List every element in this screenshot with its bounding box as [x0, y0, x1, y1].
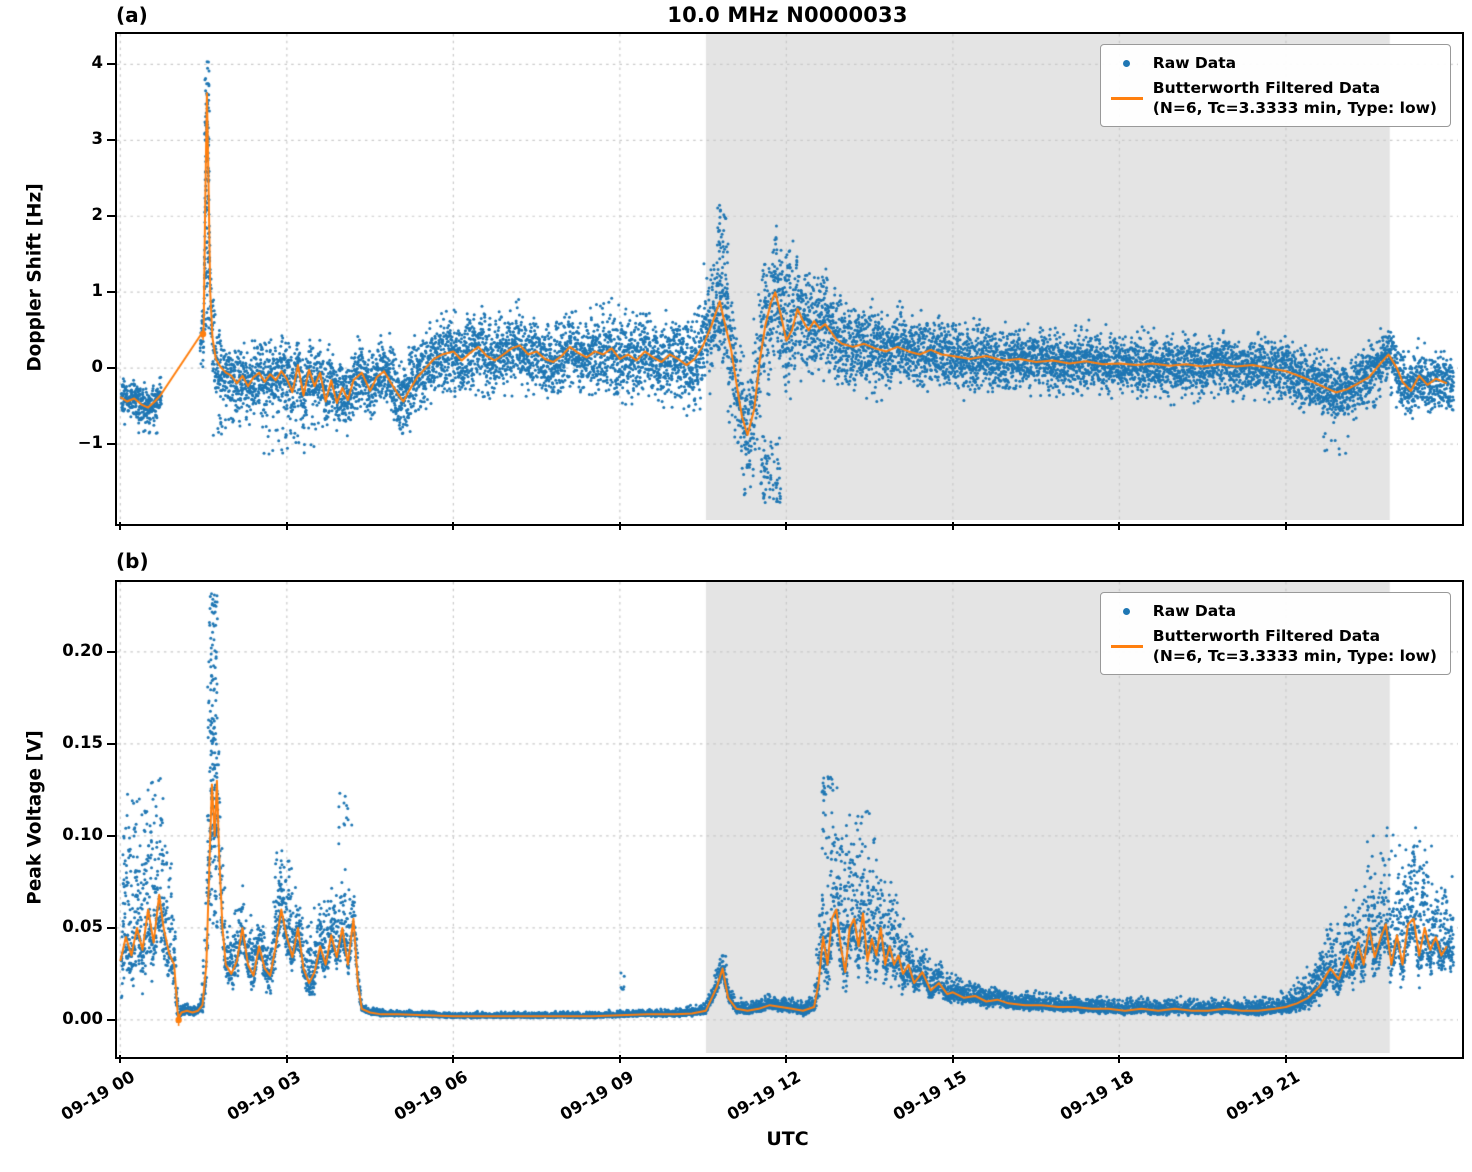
x-tickmark-a [452, 522, 455, 530]
y-tickmark-a [107, 367, 115, 370]
y-tickmark-b [107, 834, 115, 837]
y-tick-label-a: 3 [91, 129, 103, 149]
panel-a-legend: Raw Data Butterworth Filtered Data (N=6, … [1099, 44, 1451, 128]
x-tickmark-b [951, 1055, 954, 1063]
y-tick-label-a: 4 [91, 53, 103, 73]
legend-entry: Butterworth Filtered Data (N=6, Tc=3.333… [1110, 78, 1437, 118]
y-tick-label-a: −1 [77, 433, 103, 453]
x-tickmark-a [285, 522, 288, 530]
legend-label: Butterworth Filtered Data (N=6, Tc=3.333… [1152, 79, 1437, 118]
x-tickmark-b [785, 1055, 788, 1063]
filtered-line-icon [1110, 96, 1143, 100]
x-tick-label: 09-19 00 [57, 1067, 138, 1125]
x-tickmark-a [1284, 522, 1287, 530]
filtered-line-icon [1110, 644, 1143, 648]
x-tick-label: 09-19 21 [1223, 1067, 1304, 1125]
raw-data-marker-icon [1111, 607, 1143, 615]
x-tickmark-a [119, 522, 122, 530]
legend-entry: Raw Data [1111, 53, 1437, 73]
x-tick-label: 09-19 15 [890, 1067, 971, 1125]
x-tick-label: 09-19 18 [1056, 1067, 1137, 1125]
x-tickmark-b [618, 1055, 621, 1063]
panel-b-letter: (b) [116, 549, 149, 573]
legend-entry: Raw Data [1111, 601, 1437, 621]
panel-a: Raw Data Butterworth Filtered Data (N=6, … [115, 32, 1464, 526]
x-tickmark-a [618, 522, 621, 530]
y-tick-label-b: 0.00 [62, 1008, 103, 1028]
x-tick-label: 09-19 03 [224, 1067, 305, 1125]
y-tickmark-a [107, 291, 115, 294]
x-tickmark-b [119, 1055, 122, 1063]
chart-title: 10.0 MHz N0000033 [667, 3, 908, 27]
x-tickmark-b [285, 1055, 288, 1063]
y-tick-label-b: 0.05 [62, 916, 103, 936]
panel-b: Raw Data Butterworth Filtered Data (N=6, … [115, 580, 1464, 1059]
legend-label: Raw Data [1152, 54, 1237, 72]
y-tick-label-b: 0.20 [62, 640, 103, 660]
x-tick-label: 09-19 09 [557, 1067, 638, 1125]
panel-a-letter: (a) [116, 3, 148, 27]
y-tick-label-a: 0 [91, 357, 103, 377]
y-axis-label-b: Peak Voltage [V] [24, 730, 46, 905]
y-tickmark-a [107, 63, 115, 66]
x-tickmark-b [1118, 1055, 1121, 1063]
x-tick-label: 09-19 12 [723, 1067, 804, 1125]
y-tickmark-b [107, 650, 115, 653]
y-tickmark-a [107, 443, 115, 446]
x-tickmark-a [951, 522, 954, 530]
x-tickmark-b [1284, 1055, 1287, 1063]
raw-data-marker-icon [1111, 59, 1143, 67]
x-tick-label: 09-19 06 [390, 1067, 471, 1125]
legend-label: Butterworth Filtered Data (N=6, Tc=3.333… [1152, 627, 1437, 666]
legend-label: Raw Data [1152, 602, 1237, 620]
y-tick-label-a: 2 [91, 205, 103, 225]
y-tick-label-b: 0.15 [62, 732, 103, 752]
x-tickmark-b [452, 1055, 455, 1063]
legend-entry: Butterworth Filtered Data (N=6, Tc=3.333… [1110, 626, 1437, 666]
panel-b-legend: Raw Data Butterworth Filtered Data (N=6, … [1099, 592, 1451, 676]
y-tick-label-a: 1 [91, 281, 103, 301]
y-tickmark-a [107, 139, 115, 142]
y-tickmark-a [107, 215, 115, 218]
y-tick-label-b: 0.10 [62, 824, 103, 844]
y-tickmark-b [107, 926, 115, 929]
x-tickmark-a [785, 522, 788, 530]
x-tickmark-a [1118, 522, 1121, 530]
x-axis-label: UTC [766, 1128, 809, 1150]
y-tickmark-b [107, 1018, 115, 1021]
y-tickmark-b [107, 742, 115, 745]
